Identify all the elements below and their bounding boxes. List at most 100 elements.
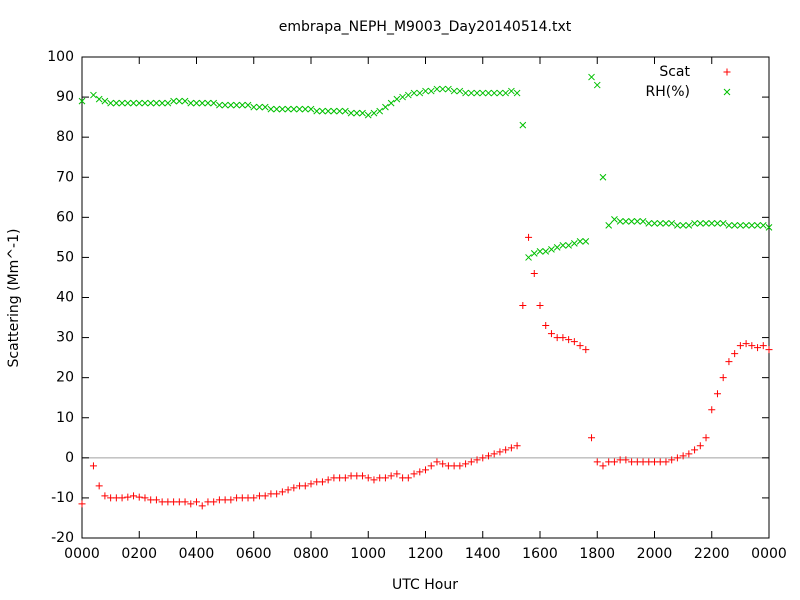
point	[725, 358, 733, 366]
point	[530, 269, 538, 277]
point	[731, 221, 739, 229]
point	[233, 101, 240, 109]
point	[101, 492, 109, 500]
point	[101, 97, 109, 105]
point	[153, 99, 160, 107]
point	[387, 472, 395, 480]
point	[227, 496, 235, 504]
point	[170, 97, 177, 105]
x-tick-label: 0200	[121, 546, 157, 562]
point	[273, 490, 281, 498]
point	[152, 496, 160, 504]
y-tick-label: 60	[56, 209, 74, 225]
point	[736, 342, 744, 350]
point	[748, 342, 756, 350]
point	[496, 448, 504, 456]
point	[445, 85, 452, 93]
point	[416, 468, 424, 476]
y-tick-label: 20	[56, 370, 74, 386]
point	[307, 480, 315, 488]
point	[210, 99, 218, 107]
point	[553, 244, 561, 251]
point	[719, 219, 727, 227]
point	[696, 219, 704, 227]
point	[450, 87, 458, 95]
point	[107, 99, 114, 107]
point	[548, 246, 555, 253]
point	[507, 444, 515, 452]
point	[536, 248, 544, 255]
point	[588, 73, 595, 81]
point	[278, 488, 286, 496]
point	[364, 474, 372, 482]
point	[462, 460, 470, 468]
point	[404, 474, 412, 482]
point	[187, 99, 195, 107]
point	[261, 103, 269, 111]
point	[193, 498, 200, 506]
point	[216, 101, 223, 109]
point	[279, 105, 286, 113]
point	[582, 346, 590, 354]
point	[164, 99, 172, 107]
point	[193, 99, 200, 107]
point	[622, 456, 630, 464]
legend-marker	[723, 68, 731, 76]
y-tick-label: 80	[56, 129, 74, 145]
point	[525, 233, 533, 241]
point	[708, 406, 716, 414]
x-tick-label: 1400	[465, 546, 501, 562]
point	[256, 103, 263, 111]
point	[685, 450, 693, 458]
point	[250, 103, 258, 111]
x-tick-label: 2000	[637, 546, 673, 562]
point	[341, 474, 349, 482]
point	[725, 221, 733, 229]
point	[433, 85, 441, 93]
chart-title: embrapa_NEPH_M9003_Day20140514.txt	[279, 19, 572, 35]
point	[662, 458, 670, 466]
point	[525, 254, 532, 261]
point	[181, 97, 189, 105]
point	[433, 458, 441, 466]
point	[416, 89, 424, 97]
point	[267, 105, 275, 113]
point	[296, 105, 303, 113]
point	[78, 97, 86, 105]
y-tick-label: 40	[56, 290, 74, 306]
legend-label: RH(%)	[646, 84, 690, 100]
point	[439, 85, 447, 93]
point	[542, 322, 550, 330]
point	[353, 109, 361, 117]
point	[467, 458, 475, 466]
point	[427, 87, 435, 95]
point	[124, 493, 132, 501]
point	[141, 494, 149, 502]
x-tick-label: 0400	[179, 546, 215, 562]
point	[622, 217, 630, 225]
point	[513, 89, 521, 97]
point	[118, 494, 126, 502]
point	[404, 91, 412, 99]
point	[742, 221, 750, 229]
point	[565, 242, 572, 249]
point	[673, 454, 681, 462]
point	[410, 470, 418, 478]
point	[318, 478, 326, 486]
point	[290, 105, 298, 113]
point	[95, 95, 103, 103]
point	[639, 217, 647, 225]
point	[221, 101, 229, 109]
point	[490, 89, 498, 97]
point	[422, 87, 429, 95]
point	[336, 107, 343, 115]
point	[536, 302, 544, 310]
point	[250, 494, 258, 502]
point	[370, 476, 378, 484]
point	[759, 342, 767, 350]
point	[519, 302, 527, 310]
point	[112, 99, 120, 107]
point	[261, 492, 269, 500]
x-tick-label: 2200	[694, 546, 730, 562]
x-tick-label: 0000	[751, 546, 787, 562]
